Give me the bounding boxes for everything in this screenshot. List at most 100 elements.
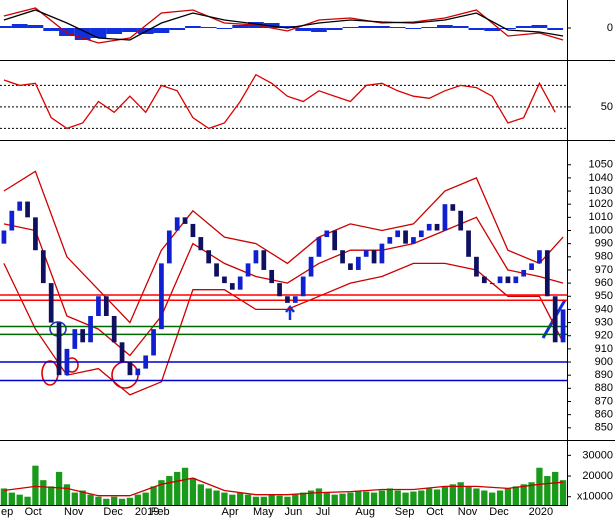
volume-bar: [221, 492, 228, 505]
y-tick-label: 920: [595, 330, 613, 342]
volume-bar: [552, 471, 559, 505]
candle: [403, 230, 408, 244]
volume-bar: [134, 494, 141, 505]
volume-bar: [40, 480, 47, 505]
candle: [64, 348, 70, 376]
candle: [324, 230, 330, 238]
y-tick-label: 960: [595, 277, 613, 289]
y-tick-label: 850: [595, 422, 613, 434]
volume-bar: [370, 492, 378, 505]
y-tick-label: 880: [595, 382, 613, 394]
candle: [119, 342, 125, 363]
volume-bar: [32, 465, 39, 505]
candle: [434, 223, 440, 231]
histogram-bar: [0, 26, 12, 28]
volume-bar: [276, 495, 283, 505]
candle: [237, 276, 243, 290]
candle: [111, 315, 117, 343]
band-line: [3, 170, 564, 324]
volume-bar: [142, 492, 149, 505]
histogram-bar: [59, 28, 75, 36]
histogram-bar: [200, 27, 217, 28]
volume-bar: [465, 486, 472, 505]
candle: [198, 237, 204, 251]
volume-bar: [79, 490, 86, 505]
volume-average-line: [3, 477, 564, 497]
volume-bar: [449, 484, 456, 505]
candle: [80, 329, 86, 343]
candle: [222, 276, 227, 284]
histogram-bar: [90, 28, 107, 38]
candle: [363, 250, 369, 257]
candle: [269, 269, 275, 284]
volume-bar: [111, 496, 118, 505]
volume-bar: [331, 494, 338, 505]
candle: [135, 368, 141, 376]
candle: [544, 250, 550, 297]
candle: [481, 276, 487, 284]
y-tick-label: 1050: [589, 159, 613, 171]
volume-bar: [496, 490, 504, 505]
histogram-bar: [106, 28, 123, 34]
y-tick-label: 1020: [589, 198, 613, 210]
histogram-bar: [153, 28, 170, 33]
frame: [0, 0, 615, 506]
histogram-bar: [421, 27, 438, 28]
candle: [48, 283, 54, 323]
volume-bar: [536, 467, 543, 505]
candle: [174, 217, 180, 231]
x-tick-label: Aug: [355, 506, 375, 518]
x-tick-label: Dec: [489, 506, 509, 518]
candle: [229, 283, 235, 290]
candle: [88, 315, 93, 343]
x-tick-label: 2019: [135, 506, 159, 518]
volume-bar: [307, 490, 315, 505]
volume-bar: [284, 496, 291, 505]
candle: [505, 276, 511, 284]
y-tick-label: 1010: [589, 211, 613, 223]
volume-bar: [323, 492, 330, 505]
y-tick-label: 890: [595, 369, 613, 381]
candle: [474, 256, 479, 277]
candle: [190, 223, 196, 238]
candle: [316, 237, 322, 257]
y-tick-label: x10000: [577, 491, 613, 503]
candle: [552, 296, 558, 343]
candle: [182, 217, 188, 224]
histogram-bar: [342, 27, 359, 28]
volume-bar: [528, 482, 535, 505]
volume-bar: [174, 471, 181, 505]
histogram-bar: [43, 28, 60, 31]
x-tick-label: Oct: [426, 506, 443, 518]
histogram-bar: [468, 28, 485, 30]
candle: [497, 276, 503, 284]
candle: [355, 256, 361, 270]
y-tick-label: 0: [607, 22, 613, 34]
volume-bar: [347, 492, 354, 505]
histogram-bar: [358, 26, 375, 28]
candle: [450, 204, 456, 211]
candle: [261, 250, 267, 270]
histogram-bar: [27, 25, 44, 28]
candle: [72, 329, 78, 349]
x-tick-label: 2020: [529, 506, 553, 518]
histogram-bar: [452, 26, 469, 28]
x-tick-label: Feb: [151, 506, 170, 518]
volume-bar: [433, 489, 441, 505]
volume-bar: [87, 494, 94, 505]
candle: [521, 269, 527, 277]
y-tick-label: 910: [595, 343, 613, 355]
y-tick-label: 950: [595, 290, 613, 302]
candle: [33, 217, 38, 251]
volume-bar: [0, 488, 8, 505]
candle: [166, 230, 172, 264]
volume-bar: [213, 490, 220, 505]
candle: [151, 329, 156, 356]
volume-bar: [229, 494, 236, 505]
volume-bar: [339, 493, 346, 505]
candle: [25, 201, 30, 218]
indicator-line: [3, 73, 556, 130]
volume-bar: [504, 488, 512, 505]
histogram-bar: [547, 28, 564, 30]
volume-bar: [48, 486, 55, 505]
